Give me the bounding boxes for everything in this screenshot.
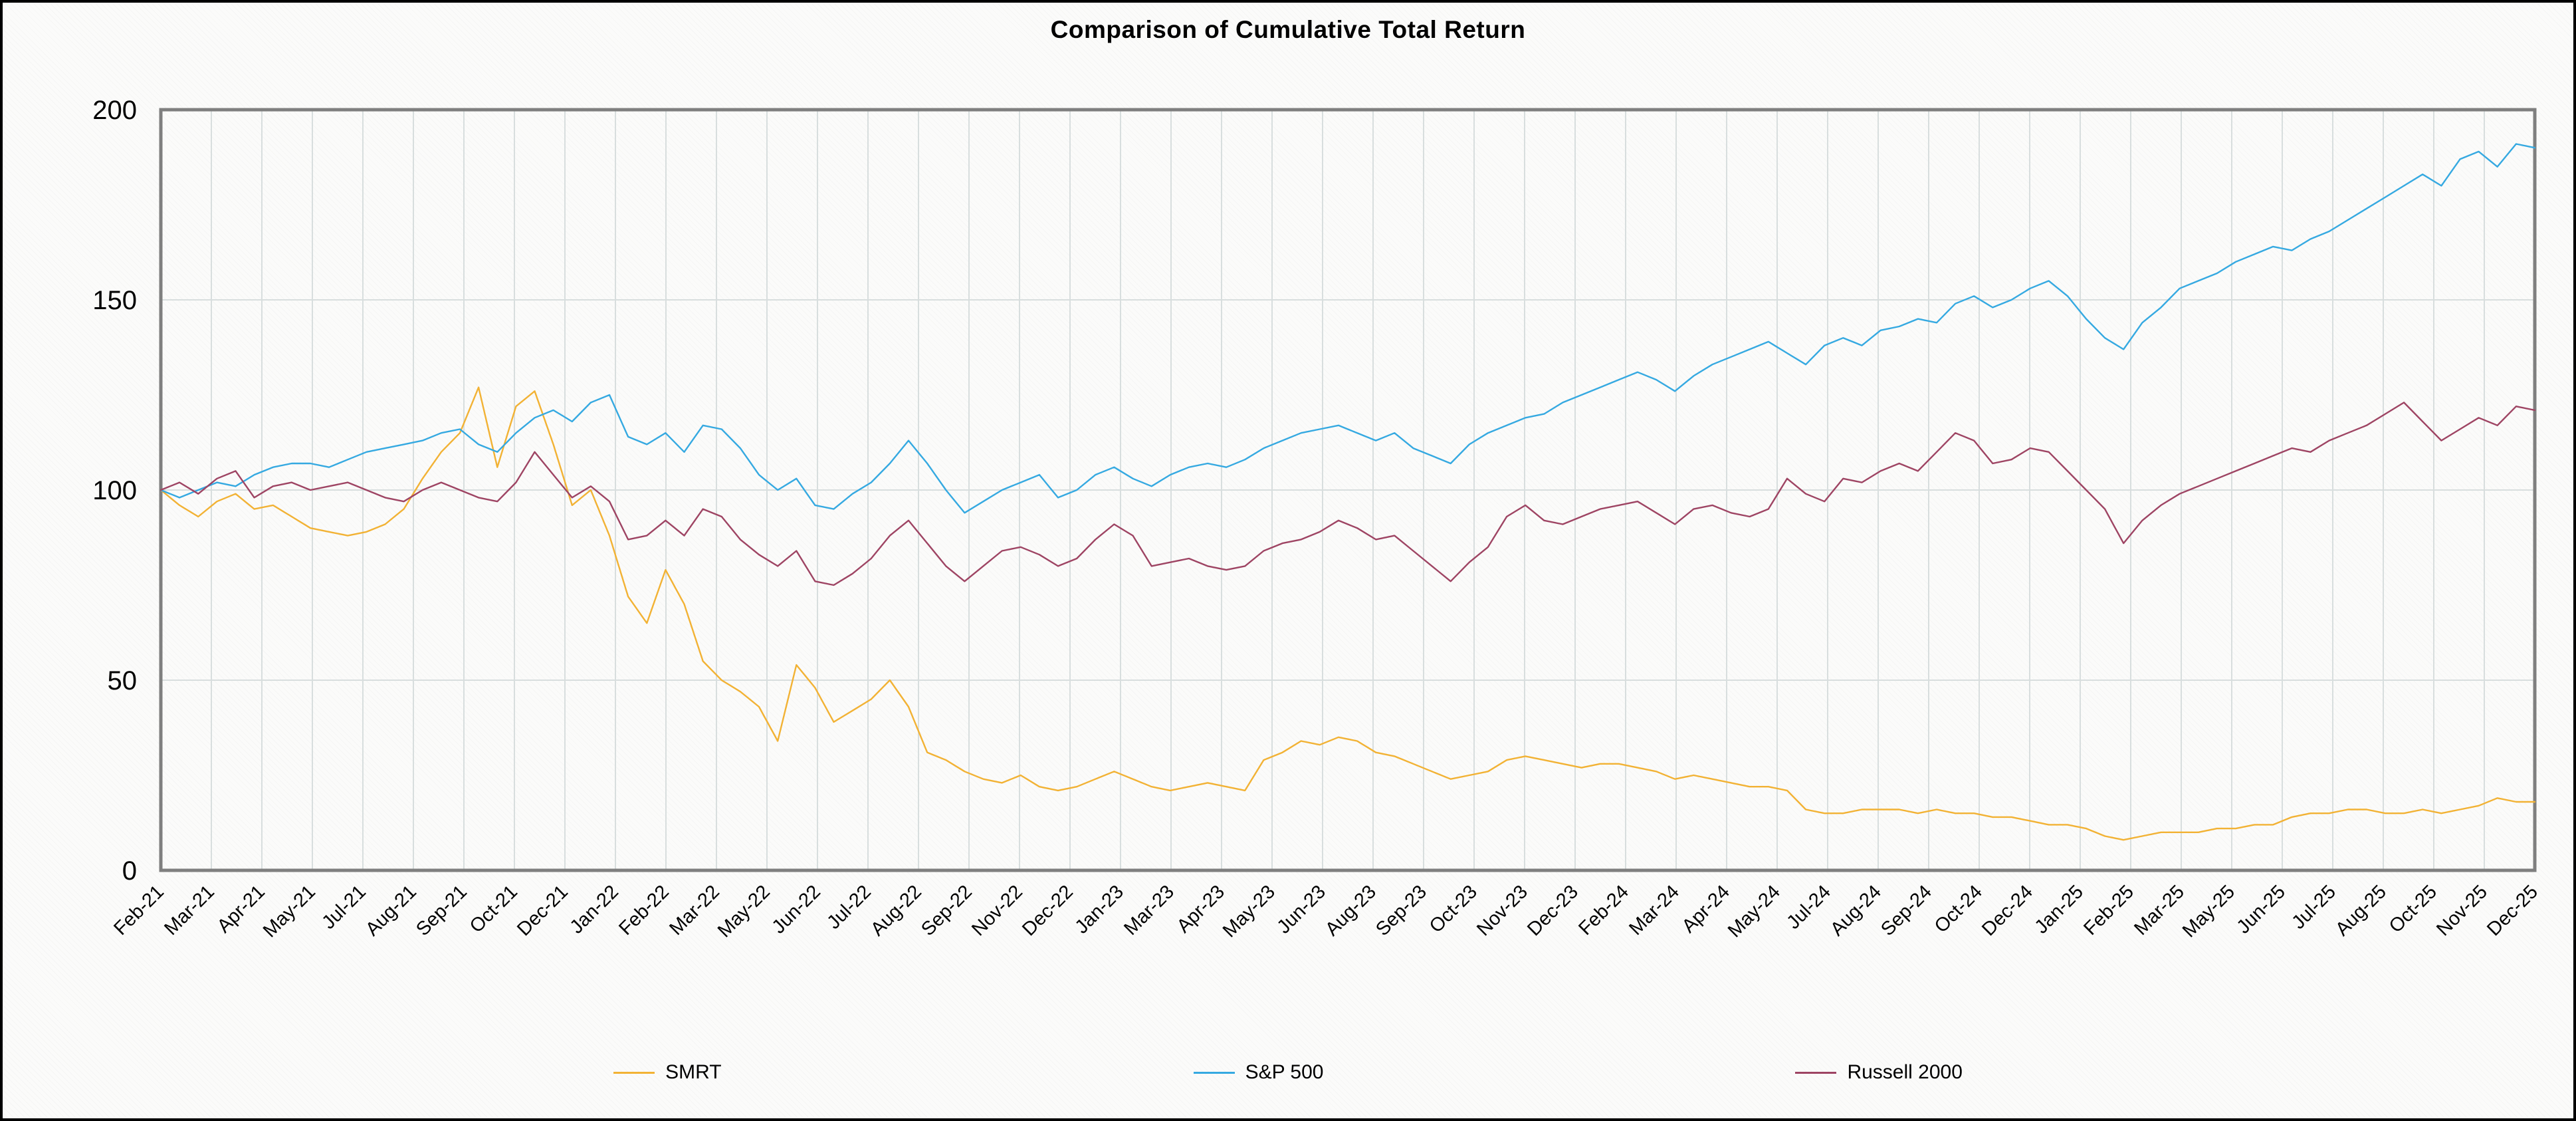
x-tick-label: Oct-25 bbox=[2385, 881, 2441, 937]
y-tick-label: 200 bbox=[92, 96, 137, 125]
x-tick-label: Dec-24 bbox=[1978, 881, 2037, 940]
x-tick-label: Aug-22 bbox=[867, 881, 926, 940]
legend-label-smrt: SMRT bbox=[665, 1061, 722, 1083]
x-tick-label: Sep-24 bbox=[1877, 881, 1936, 940]
x-tick-label: Feb-25 bbox=[2080, 881, 2138, 939]
x-tick-label: Mar-21 bbox=[160, 881, 219, 939]
x-tick-label: Aug-24 bbox=[1826, 881, 1885, 940]
x-tick-label: Oct-21 bbox=[466, 881, 522, 937]
chart-title: Comparison of Cumulative Total Return bbox=[1050, 16, 1526, 43]
legend-item-smrt: SMRT bbox=[613, 1061, 722, 1084]
x-tick-label: May-21 bbox=[259, 881, 320, 941]
x-tick-label: Mar-25 bbox=[2130, 881, 2189, 939]
x-tick-label: Sep-22 bbox=[917, 881, 976, 940]
x-tick-label: Mar-22 bbox=[665, 881, 724, 939]
series-line-sp500 bbox=[160, 143, 2536, 514]
legend-swatch-0 bbox=[613, 1071, 655, 1074]
legend-item-russell2000: Russell 2000 bbox=[1795, 1061, 1963, 1084]
legend-label-russell2000: Russell 2000 bbox=[1847, 1061, 1963, 1083]
x-tick-label: Aug-25 bbox=[2331, 881, 2391, 940]
x-tick-label: Nov-25 bbox=[2432, 881, 2492, 940]
x-tick-label: Dec-23 bbox=[1523, 881, 1582, 940]
line-chart: Feb-21Mar-21Apr-21May-21Jul-21Aug-21Sep-… bbox=[92, 96, 2542, 941]
x-tick-label: Mar-24 bbox=[1625, 881, 1683, 939]
chart-legend: SMRT S&P 500 Russell 2000 bbox=[3, 1061, 2573, 1084]
x-tick-label: Aug-23 bbox=[1321, 881, 1380, 940]
x-tick-label: Feb-24 bbox=[1574, 881, 1633, 939]
y-tick-label: 100 bbox=[92, 476, 137, 505]
y-tick-label: 150 bbox=[92, 286, 137, 315]
x-tick-label: Oct-23 bbox=[1426, 881, 1481, 937]
series-line-smrt bbox=[160, 386, 2536, 841]
x-tick-label: Jun-25 bbox=[2233, 881, 2290, 937]
series-line-russell2000 bbox=[160, 402, 2536, 586]
x-tick-label: Mar-23 bbox=[1120, 881, 1178, 939]
x-tick-label: Jun-23 bbox=[1273, 881, 1330, 937]
x-tick-label: Aug-21 bbox=[362, 881, 421, 940]
x-tick-label: Jan-25 bbox=[2031, 881, 2088, 937]
x-tick-label: Oct-24 bbox=[1931, 881, 1986, 937]
y-tick-label: 0 bbox=[122, 856, 137, 886]
x-tick-label: Nov-23 bbox=[1473, 881, 1532, 940]
y-tick-label: 50 bbox=[108, 666, 138, 695]
x-tick-label: Feb-22 bbox=[615, 881, 673, 939]
x-tick-label: Dec-22 bbox=[1018, 881, 1077, 940]
x-tick-label: Jun-22 bbox=[768, 881, 825, 937]
legend-swatch-2 bbox=[1795, 1071, 1837, 1074]
x-tick-label: Dec-21 bbox=[513, 881, 572, 940]
x-tick-label: Sep-23 bbox=[1372, 881, 1431, 940]
legend-swatch-1 bbox=[1193, 1071, 1235, 1074]
legend-label-sp500: S&P 500 bbox=[1245, 1061, 1324, 1083]
x-tick-label: May-23 bbox=[1219, 881, 1279, 941]
x-tick-label: Nov-22 bbox=[968, 881, 1027, 940]
x-tick-label: Dec-25 bbox=[2483, 881, 2542, 940]
x-tick-label: May-25 bbox=[2179, 881, 2239, 941]
x-tick-label: May-24 bbox=[1724, 881, 1784, 941]
x-tick-label: Jan-23 bbox=[1071, 881, 1128, 937]
x-tick-label: May-22 bbox=[714, 881, 774, 941]
x-tick-label: Sep-21 bbox=[412, 881, 471, 940]
legend-item-sp500: S&P 500 bbox=[1193, 1061, 1324, 1084]
x-tick-label: Jan-22 bbox=[566, 881, 623, 937]
x-tick-label: Feb-21 bbox=[110, 881, 168, 939]
